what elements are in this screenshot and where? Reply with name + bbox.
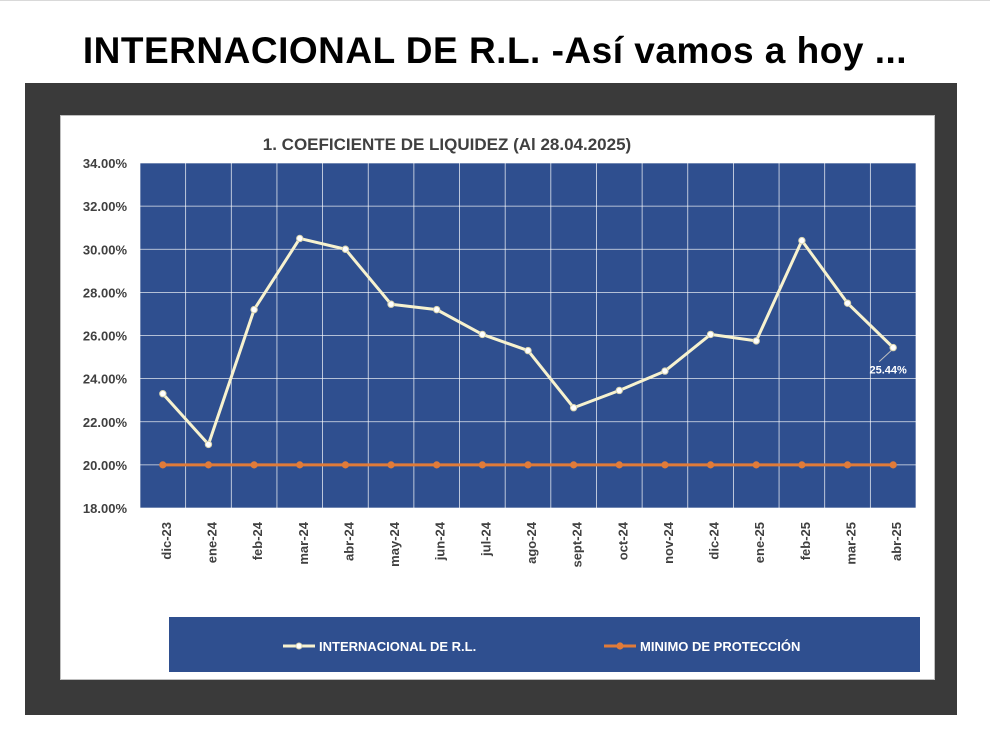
x-tick-label: mar-25 xyxy=(844,522,859,565)
point-internacional xyxy=(387,300,395,308)
point-minimo xyxy=(615,461,623,469)
legend-items: INTERNACIONAL DE R.L. MINIMO DE PROTECCIÓ… xyxy=(283,639,800,654)
point-internacional xyxy=(843,299,852,307)
y-tick-label: 26.00% xyxy=(83,329,128,344)
chart-title: 1. COEFICIENTE DE LIQUIDEZ (Al 28.04.202… xyxy=(263,135,631,154)
point-minimo xyxy=(159,461,167,469)
y-tick-label: 34.00% xyxy=(83,156,128,171)
y-axis-ticks: 18.00% 20.00% 22.00% 24.00% 26.00% 28.00% 30.0… xyxy=(83,156,128,516)
x-tick-label: may-24 xyxy=(387,521,402,567)
point-internacional xyxy=(661,367,669,375)
x-tick-label: dic-23 xyxy=(159,522,174,560)
y-tick-label: 20.00% xyxy=(83,458,128,473)
point-minimo xyxy=(570,461,578,469)
point-minimo xyxy=(843,461,852,469)
point-minimo xyxy=(296,461,304,469)
legend-marker-minimo xyxy=(616,642,624,650)
point-minimo xyxy=(250,461,258,469)
x-tick-label: ene-24 xyxy=(204,521,219,563)
point-internacional xyxy=(159,390,167,398)
x-axis-ticks: dic-23 ene-24 feb-24 mar-24 abr-24 may-24 jun-… xyxy=(159,521,904,567)
x-tick-label: feb-24 xyxy=(250,521,265,560)
point-internacional xyxy=(798,236,806,245)
point-internacional xyxy=(433,305,441,314)
point-internacional xyxy=(706,330,715,339)
point-minimo xyxy=(524,461,532,469)
point-internacional xyxy=(341,245,350,253)
point-minimo xyxy=(204,461,213,469)
point-internacional xyxy=(889,343,897,352)
x-tick-label: dic-24 xyxy=(707,521,722,559)
legend-marker-internacional xyxy=(295,642,303,650)
x-tick-label: jun-24 xyxy=(433,521,448,561)
series-layer xyxy=(159,234,897,469)
top-rule xyxy=(0,0,990,1)
point-minimo xyxy=(478,461,486,469)
y-tick-label: 28.00% xyxy=(83,285,128,300)
point-minimo xyxy=(387,461,395,469)
x-tick-label: ene-25 xyxy=(752,522,767,563)
point-minimo xyxy=(341,461,350,469)
point-internacional xyxy=(615,386,623,395)
x-tick-label: sept-24 xyxy=(570,521,585,567)
y-tick-label: 18.00% xyxy=(83,501,128,516)
data-label: 25.44% xyxy=(870,365,908,377)
x-tick-label: abr-25 xyxy=(889,522,904,561)
x-tick-label: ago-24 xyxy=(524,521,539,564)
x-tick-label: oct-24 xyxy=(615,521,630,560)
point-minimo xyxy=(433,461,441,469)
point-minimo xyxy=(706,461,715,469)
point-minimo xyxy=(752,461,760,469)
legend-label-internacional: INTERNACIONAL DE R.L. xyxy=(319,639,476,654)
x-tick-label: nov-24 xyxy=(661,521,676,564)
x-tick-label: mar-24 xyxy=(296,521,311,564)
point-minimo xyxy=(889,461,897,469)
y-tick-label: 24.00% xyxy=(83,372,128,387)
x-tick-label: feb-25 xyxy=(798,522,813,560)
point-internacional xyxy=(478,330,487,339)
legend xyxy=(169,617,920,672)
x-tick-label: jul-24 xyxy=(478,521,493,557)
gridlines xyxy=(139,162,917,509)
y-tick-label: 22.00% xyxy=(83,415,128,430)
point-internacional xyxy=(204,440,213,449)
point-internacional xyxy=(752,337,760,345)
point-internacional xyxy=(569,404,578,412)
point-minimo xyxy=(661,461,669,469)
y-tick-label: 30.00% xyxy=(83,242,128,257)
point-internacional xyxy=(296,234,304,243)
data-label-leader xyxy=(878,350,892,362)
data-labels: 25.44% xyxy=(870,350,908,377)
y-tick-label: 32.00% xyxy=(83,199,128,214)
point-internacional xyxy=(250,305,258,314)
point-minimo xyxy=(798,461,806,469)
slide-title: INTERNACIONAL DE R.L. -Así vamos a hoy .… xyxy=(82,30,908,71)
x-tick-label: abr-24 xyxy=(341,521,356,561)
legend-label-minimo: MINIMO DE PROTECCIÓN xyxy=(640,639,800,654)
point-internacional xyxy=(524,346,532,355)
